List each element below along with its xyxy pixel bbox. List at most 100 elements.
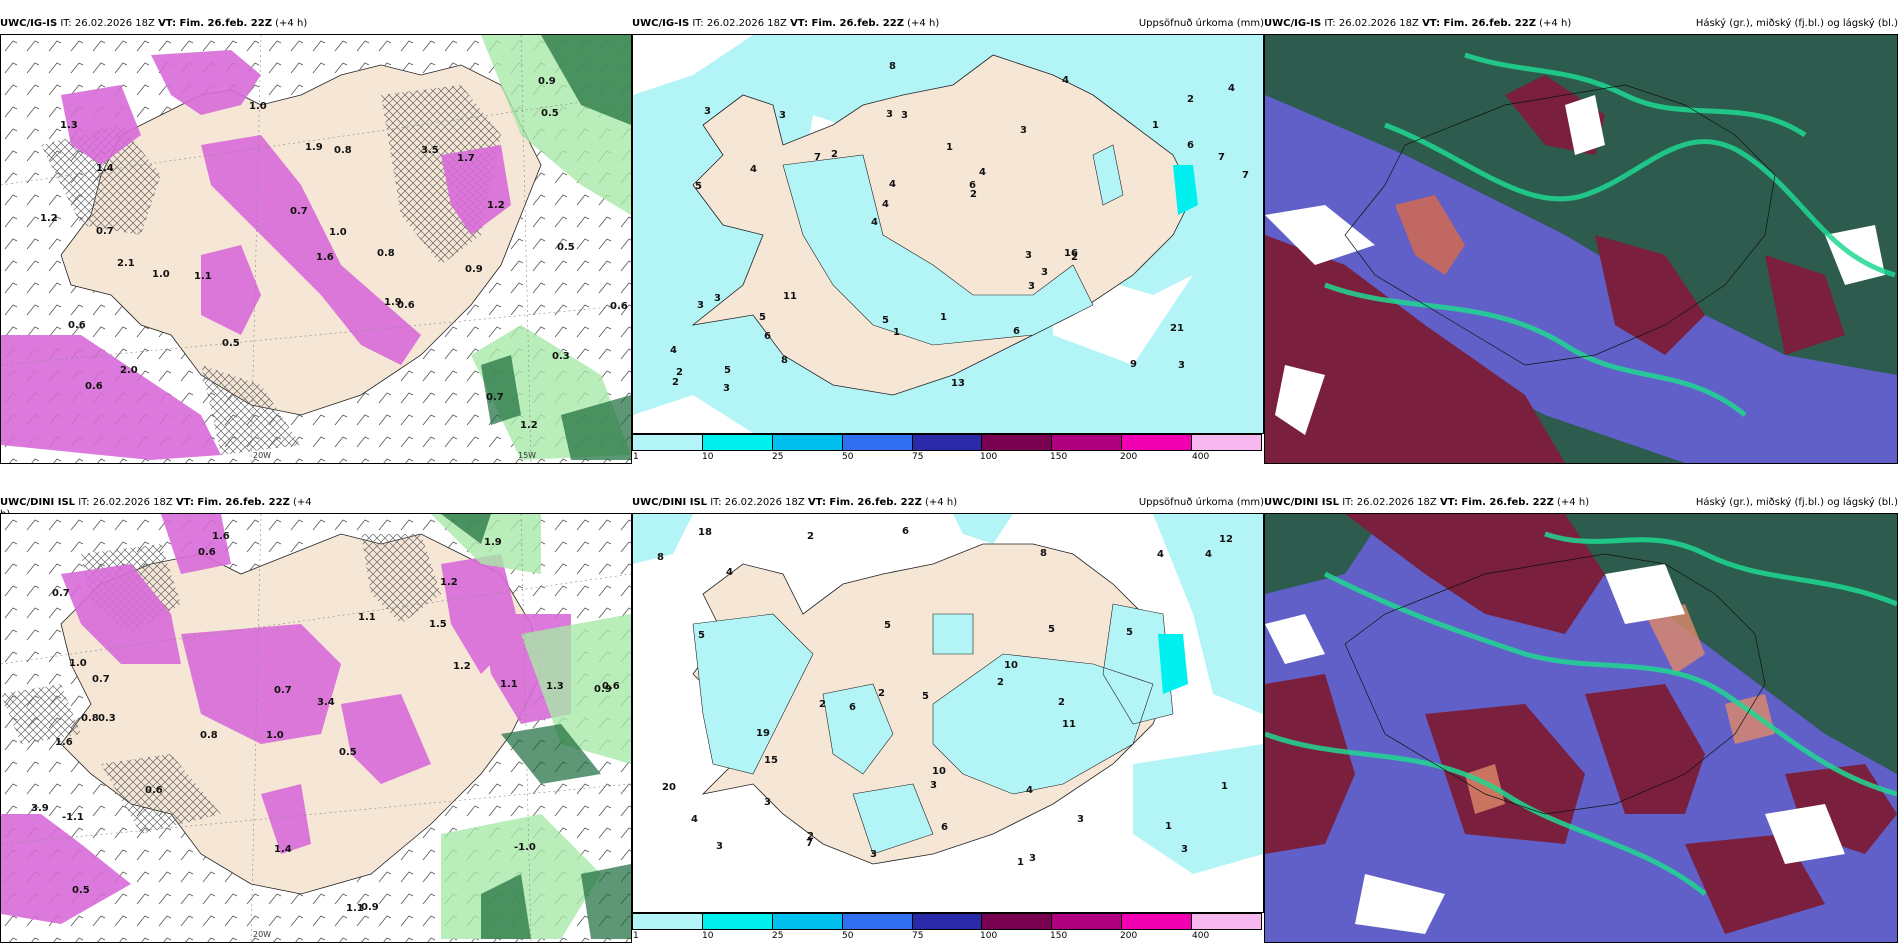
precip-east xyxy=(1158,634,1188,694)
precip-value: 13 xyxy=(951,378,965,389)
panel-title: UWC/DINI ISL IT: 26.02.2026 18Z VT: Fim.… xyxy=(0,493,632,520)
wind-value: 1.9 xyxy=(484,537,502,548)
precip-value: 2 xyxy=(819,699,826,710)
wind-value: 1.9 xyxy=(384,297,402,308)
precip-value: 5 xyxy=(698,630,705,641)
precip-value: 3 xyxy=(716,841,723,852)
legend-tick: 50 xyxy=(842,931,854,941)
wind-value: 1.4 xyxy=(96,163,114,174)
precip-value: 3 xyxy=(901,110,908,121)
cloud-edge-green xyxy=(1324,52,1896,417)
init-time: IT: 26.02.2026 18Z xyxy=(1324,18,1419,29)
model-name: UWC/IG-IS xyxy=(0,18,58,29)
precip-value: 3 xyxy=(1020,125,1027,136)
wind-value: 0.6 xyxy=(610,301,628,312)
model-name: UWC/IG-IS xyxy=(1264,18,1322,29)
wind-value: 1.1 xyxy=(346,903,364,914)
precip-value: 8 xyxy=(889,61,896,72)
wind-value: 0.5 xyxy=(339,747,357,758)
map-wind-top: 1.2 2.1 1.9 1.3 0.3 1.4 2.0 1.1 1.7 1.9 3.5 0.7 0.5 1… xyxy=(0,34,632,464)
wind-value: 3.9 xyxy=(31,803,49,814)
precip-value: 4 xyxy=(871,217,878,228)
cloud-low-orange xyxy=(1465,604,1775,814)
legend-tick: 150 xyxy=(1050,931,1068,941)
precip-value: 3 xyxy=(704,106,711,117)
axis-20w: 20W xyxy=(253,451,272,460)
lead-time: (+4 h) xyxy=(1539,18,1572,29)
legend-tick: 75 xyxy=(912,452,924,462)
precip-value: 3 xyxy=(714,293,721,304)
precip-value: 4 xyxy=(1157,549,1164,560)
panel-precip-bottom: UWC/DINI ISL IT: 26.02.2026 18Z VT: Fim.… xyxy=(632,493,1264,943)
wind-value: 1.1 xyxy=(194,271,212,282)
cloud-mid xyxy=(1265,95,1897,463)
pink-precip xyxy=(1,514,571,924)
panel-title: UWC/IG-IS IT: 26.02.2026 18Z VT: Fim. 26… xyxy=(0,14,632,32)
legend-tick: 25 xyxy=(772,931,784,941)
precip-value: 4 xyxy=(882,199,889,210)
wind-value: 0.6 xyxy=(145,785,163,796)
wind-value: 1.0 xyxy=(152,269,170,280)
precip-inland xyxy=(782,144,1124,346)
precip-values: 3123242365462382576841210351920151811531… xyxy=(657,526,1233,868)
legend-tick: 1 xyxy=(633,452,639,462)
wind-value: 0.8 xyxy=(334,145,352,156)
precip-value: 2 xyxy=(997,677,1004,688)
wind-value: 1.4 xyxy=(274,844,292,855)
legend-swatch-5 xyxy=(982,914,1053,929)
model-name: UWC/DINI ISL xyxy=(632,497,708,508)
wind-value: 0.3 xyxy=(98,713,116,724)
precip-value: 18 xyxy=(698,527,712,538)
precip-value: 4 xyxy=(1205,549,1212,560)
precip-value: 4 xyxy=(670,345,677,356)
precip-value: 3 xyxy=(886,109,893,120)
precip-value: 4 xyxy=(889,179,896,190)
panel-wind-top: UWC/IG-IS IT: 26.02.2026 18Z VT: Fim. 26… xyxy=(0,14,632,464)
wind-value: 0.8 xyxy=(81,713,99,724)
coastline xyxy=(1344,84,1776,366)
precip-value: 3 xyxy=(1025,250,1032,261)
legend-tick: 200 xyxy=(1120,452,1138,462)
panel-title: UWC/IG-IS IT: 26.02.2026 18Z VT: Fim. 26… xyxy=(1264,14,1898,32)
wind-value: 0.8 xyxy=(377,248,395,259)
legend-tick: 1 xyxy=(633,931,639,941)
map-wind-bottom: 1.6 1.2 0.9 1.0 0.5 0.3 0.7 1.5 1.6 1.1 3.4 0.5 0.6 0… xyxy=(0,513,632,943)
precip-value: 4 xyxy=(750,164,757,175)
init-time: IT: 26.02.2026 18Z xyxy=(60,18,155,29)
panel-clouds-top: UWC/IG-IS IT: 26.02.2026 18Z VT: Fim. 26… xyxy=(1264,14,1898,464)
precip-legend xyxy=(632,913,1262,930)
legend-swatch-0 xyxy=(633,914,703,929)
precip-value: 11 xyxy=(1062,719,1076,730)
wind-values: 1.61.20.91.00.50.30.71.51.61.13.40.50.60… xyxy=(31,531,620,914)
precip-value: 3 xyxy=(930,780,937,791)
panel-precip-top: UWC/IG-IS IT: 26.02.2026 18Z VT: Fim. 26… xyxy=(632,14,1264,464)
precip-value: 1 xyxy=(940,312,947,323)
legend-tick: 100 xyxy=(980,452,998,462)
precip-value: 3 xyxy=(1077,814,1084,825)
wind-value: 1.0 xyxy=(69,658,87,669)
axis-20w: 20W xyxy=(253,930,272,939)
map-svg: 3524353132463423873645434119211613743876… xyxy=(633,35,1249,433)
legend-swatch-2 xyxy=(772,914,843,929)
legend-tick: 10 xyxy=(702,931,714,941)
precip-value: 4 xyxy=(726,567,733,578)
precip-values: 3524353132463423873645434119211613743876… xyxy=(670,61,1249,394)
precip-value: 6 xyxy=(941,822,948,833)
precip-value: 6 xyxy=(1013,326,1020,337)
precip-sea xyxy=(633,514,1263,874)
precip-value: 3 xyxy=(870,849,877,860)
init-time: IT: 26.02.2026 18Z xyxy=(78,497,173,508)
init-time: IT: 26.02.2026 18Z xyxy=(710,497,805,508)
precip-value: 8 xyxy=(1040,548,1047,559)
precip-inland xyxy=(692,603,1174,855)
map-svg xyxy=(1265,514,1897,934)
valid-time: VT: Fim. 26.feb. 22Z xyxy=(790,18,904,29)
precip-value: 5 xyxy=(884,620,891,631)
cloud-low xyxy=(1265,514,1897,934)
precip-value: 1 xyxy=(893,327,900,338)
precip-legend xyxy=(632,434,1262,451)
map-precip-bottom: 3 1 2 3 2 4 2 3 6 5 4 6 2 3 8 2 5 7 6 8 4 12 10 3 5 19 20 15 18 11 5 3 1… xyxy=(632,513,1264,913)
map-svg: 1.2 2.1 1.9 1.3 0.3 1.4 2.0 1.1 1.7 1.9 3.5 0.7 0.5 1… xyxy=(1,35,631,463)
wind-value: 0.7 xyxy=(290,206,308,217)
precip-east xyxy=(1173,165,1198,215)
